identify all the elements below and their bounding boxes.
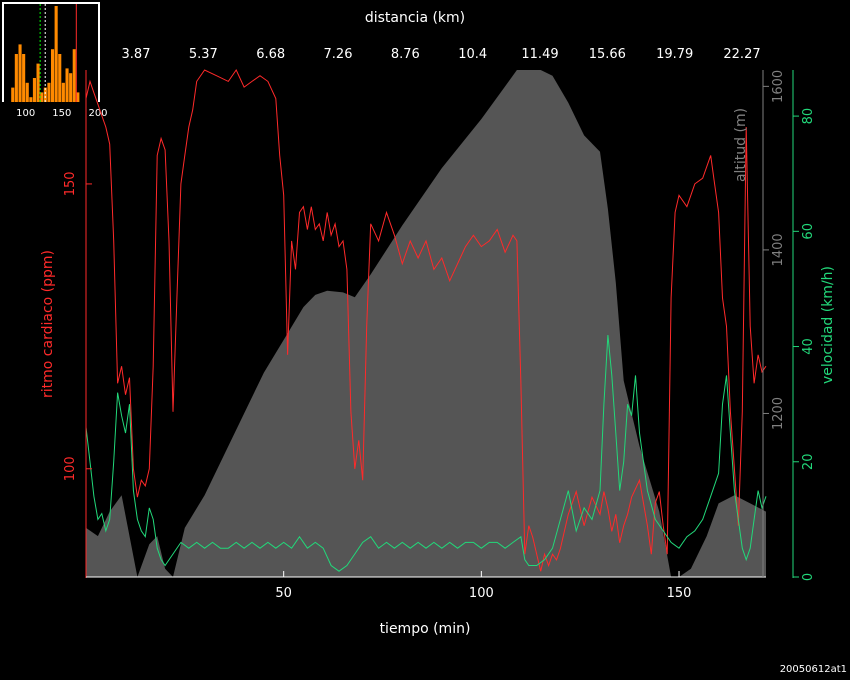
- distance-tick-label: 7.26: [324, 47, 353, 62]
- x-tick-label: 150: [667, 586, 692, 601]
- histogram-bar: [54, 6, 58, 102]
- speed-line: [85, 334, 767, 572]
- histogram-bar: [32, 78, 36, 102]
- speed-tick-label: 0: [801, 573, 816, 581]
- histogram-tick-label: 150: [52, 108, 71, 119]
- distance-tick-label: 3.87: [122, 47, 151, 62]
- footer-id: 20050612at1: [780, 664, 847, 675]
- histogram-bar: [51, 49, 55, 102]
- histogram-bar: [61, 82, 65, 102]
- distance-tick-label: 15.66: [589, 47, 626, 62]
- histogram-bar: [76, 92, 80, 102]
- distance-tick-label: 6.68: [256, 47, 285, 62]
- heart-rate-line: [85, 68, 767, 572]
- histogram-bar: [47, 82, 51, 102]
- axes: 50 100 150 3.87 5.37 6.68 7.26 8.76 10.4 11.49 15…: [63, 47, 816, 601]
- distance-tick-label: 19.79: [656, 47, 693, 62]
- histogram-tick-label: 200: [88, 108, 107, 119]
- altitude-tick-label: 1200: [771, 397, 786, 430]
- histogram-bar: [58, 54, 62, 102]
- altitude-tick-label: 1400: [771, 233, 786, 266]
- speed-tick-label: 60: [801, 223, 816, 240]
- distance-tick-label: 8.76: [391, 47, 420, 62]
- histogram-bar: [11, 87, 15, 102]
- histogram-bar: [14, 54, 18, 102]
- altitude-axis-title: altitud (m): [733, 108, 749, 182]
- left-axis-title: ritmo cardiaco (ppm): [40, 250, 56, 398]
- hr-tick-label: 100: [63, 456, 78, 481]
- speed-axis-title: velocidad (km/h): [820, 266, 836, 384]
- histogram-bar: [43, 87, 47, 102]
- altitude-area: [86, 70, 766, 577]
- altitude-tick-label: 1600: [771, 70, 786, 103]
- histogram-bar: [25, 82, 29, 102]
- histogram-bar: [65, 68, 69, 102]
- histogram-bar: [29, 97, 33, 102]
- distance-tick-label: 11.49: [521, 47, 558, 62]
- histogram-tick-label: 100: [16, 108, 35, 119]
- plot-area: [85, 68, 767, 577]
- x-axis-title: tiempo (min): [380, 621, 471, 637]
- top-axis-title: distancia (km): [365, 10, 465, 26]
- speed-tick-label: 80: [801, 108, 816, 125]
- histogram-bar: [22, 54, 26, 102]
- x-tick-label: 50: [275, 586, 292, 601]
- heart-rate-histogram: 100 150 200: [2, 2, 108, 119]
- speed-tick-label: 40: [801, 338, 816, 355]
- histogram-bar: [18, 44, 22, 102]
- histogram-bar: [69, 73, 73, 102]
- histogram-bar: [40, 92, 44, 102]
- distance-tick-label: 10.4: [458, 47, 487, 62]
- histogram-bar: [72, 49, 76, 102]
- distance-tick-label: 22.27: [723, 47, 760, 62]
- histogram-bar: [36, 63, 40, 102]
- speed-tick-label: 20: [801, 454, 816, 471]
- distance-tick-label: 5.37: [189, 47, 218, 62]
- hr-tick-label: 150: [63, 171, 78, 196]
- x-tick-label: 100: [469, 586, 494, 601]
